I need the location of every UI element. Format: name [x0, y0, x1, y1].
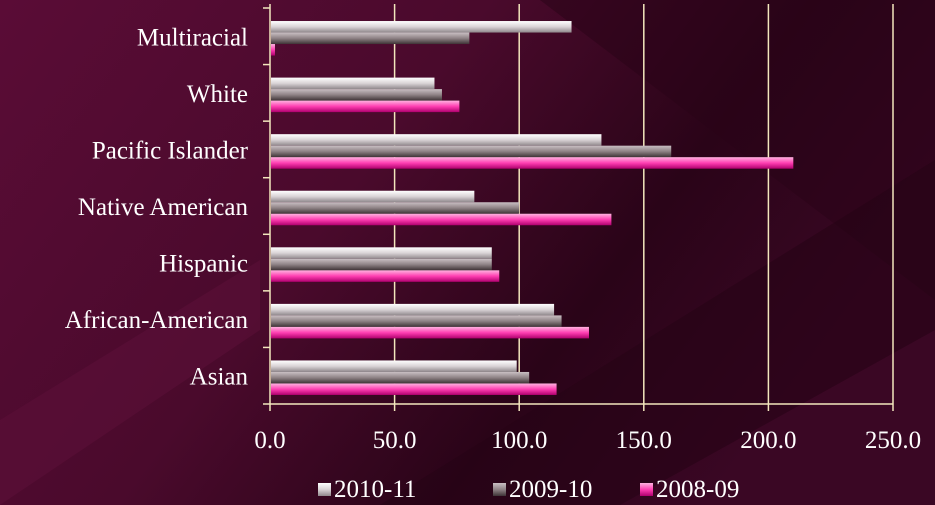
category-label: Asian — [190, 364, 249, 391]
bar-2008-09 — [271, 44, 275, 56]
x-tick-label: 200.0 — [740, 427, 796, 454]
legend-label: 2008-09 — [656, 476, 739, 503]
x-tick-label: 100.0 — [491, 427, 547, 454]
category-label: Hispanic — [159, 251, 248, 278]
bar-2008-09 — [271, 157, 794, 169]
bars — [271, 21, 794, 395]
bar-2008-09 — [271, 326, 589, 339]
bar-2010-11 — [271, 190, 475, 203]
legend: 2010-11 2009-10 2008-09 — [318, 476, 739, 503]
tick-labels: 0.0 50.0 100.0 150.0 200.0 250.0 — [254, 427, 921, 454]
legend-swatch — [493, 483, 506, 496]
bar-2010-11 — [271, 303, 555, 316]
category-labels: Asian African-American Hispanic Native Amer… — [65, 24, 249, 390]
x-tick-label: 150.0 — [616, 427, 672, 454]
background-swoosh — [380, 160, 935, 505]
bar-2009-10 — [271, 89, 442, 101]
x-tick-label: 0.0 — [254, 427, 285, 454]
legend-label: 2010-11 — [334, 476, 416, 503]
bar-2010-11 — [271, 360, 517, 372]
bar-2009-10 — [271, 32, 470, 45]
bar-2010-11 — [271, 247, 492, 259]
bar-2009-10 — [271, 258, 492, 271]
x-tick-label: 50.0 — [373, 427, 417, 454]
legend-label: 2009-10 — [509, 476, 592, 503]
category-label: Pacific Islander — [92, 137, 249, 164]
bar-2009-10 — [271, 315, 562, 327]
bar-2009-10 — [271, 145, 672, 158]
bar-2009-10 — [271, 371, 530, 384]
category-label: African-American — [65, 307, 249, 334]
legend-swatch — [640, 483, 653, 496]
bar-2010-11 — [271, 77, 435, 90]
legend-swatch — [318, 483, 331, 496]
category-label: Multiracial — [137, 24, 248, 51]
bar-2008-09 — [271, 100, 460, 113]
bar-2010-11 — [271, 21, 572, 33]
bar-2008-09 — [271, 383, 557, 395]
axis — [263, 4, 894, 411]
bar-2008-09 — [271, 270, 500, 282]
bar-2010-11 — [271, 134, 602, 146]
bar-2009-10 — [271, 202, 520, 214]
category-label: White — [187, 81, 248, 108]
category-label: Native American — [78, 194, 249, 221]
background-swoosh — [0, 260, 260, 505]
x-tick-label: 250.0 — [865, 427, 921, 454]
bar-2008-09 — [271, 213, 612, 226]
